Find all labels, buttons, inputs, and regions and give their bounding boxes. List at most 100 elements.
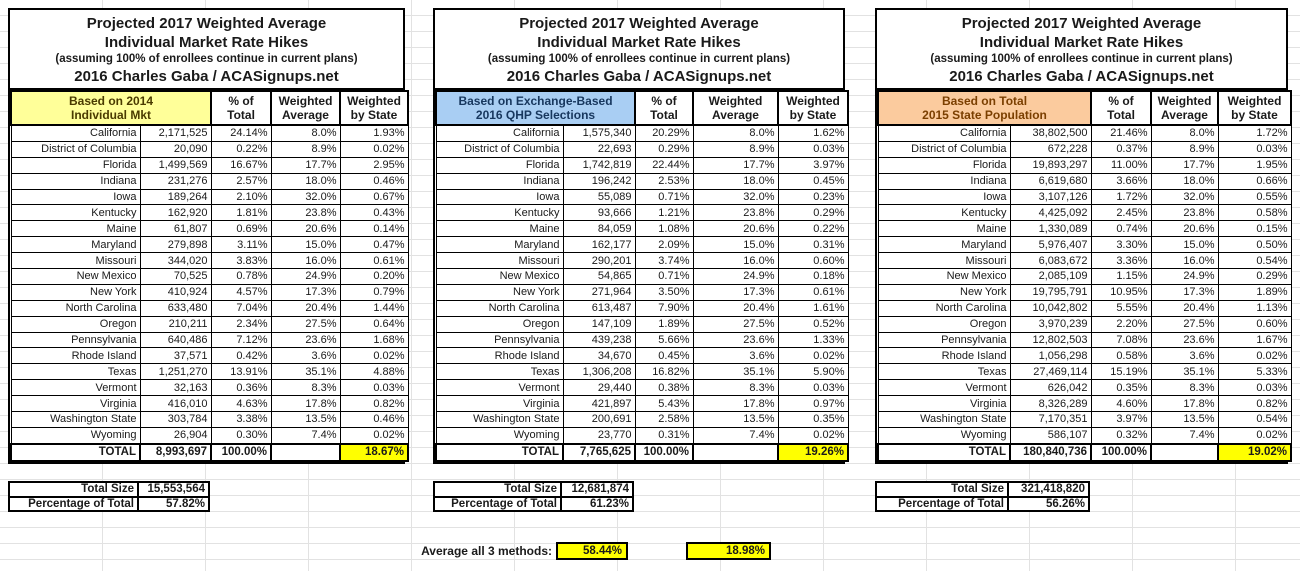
value-cell[interactable]: 23,770 bbox=[562, 426, 636, 445]
wstate-cell[interactable]: 0.29% bbox=[1217, 268, 1292, 285]
value-cell[interactable]: 19,893,297 bbox=[1009, 156, 1092, 174]
state-cell[interactable]: Indiana bbox=[877, 172, 1011, 190]
value-cell[interactable]: 20,090 bbox=[139, 140, 212, 158]
total-label-cell[interactable]: TOTAL bbox=[435, 442, 564, 462]
state-cell[interactable]: Texas bbox=[10, 363, 141, 381]
value-cell[interactable]: 22,693 bbox=[562, 140, 636, 158]
total-label-cell[interactable]: TOTAL bbox=[877, 442, 1011, 462]
pct-cell[interactable]: 3.97% bbox=[1090, 411, 1152, 428]
wavg-cell[interactable]: 13.5% bbox=[692, 411, 779, 428]
state-cell[interactable]: District of Columbia bbox=[877, 140, 1011, 158]
wavg-cell[interactable]: 8.9% bbox=[692, 140, 779, 158]
wavg-cell[interactable]: 17.3% bbox=[1150, 283, 1219, 301]
state-cell[interactable]: Washington State bbox=[435, 411, 564, 428]
value-cell[interactable]: 271,964 bbox=[562, 283, 636, 301]
state-cell[interactable]: Indiana bbox=[10, 172, 141, 190]
wstate-cell[interactable]: 0.47% bbox=[339, 236, 409, 254]
wstate-cell[interactable]: 0.58% bbox=[1217, 204, 1292, 222]
wstate-cell[interactable]: 0.02% bbox=[777, 347, 849, 365]
pct-cell[interactable]: 3.30% bbox=[1090, 236, 1152, 254]
wavg-cell[interactable]: 18.0% bbox=[692, 172, 779, 190]
pct-cell[interactable]: 0.58% bbox=[1090, 347, 1152, 365]
state-cell[interactable]: Virginia bbox=[435, 395, 564, 413]
pct-cell[interactable]: 7.04% bbox=[210, 299, 272, 317]
wavg-cell[interactable]: 7.4% bbox=[692, 426, 779, 445]
state-cell[interactable]: Rhode Island bbox=[10, 347, 141, 365]
wstate-cell[interactable]: 0.22% bbox=[777, 220, 849, 238]
pct-cell[interactable]: 13.91% bbox=[210, 363, 272, 381]
state-cell[interactable]: Texas bbox=[877, 363, 1011, 381]
pct-of-total-value[interactable]: 57.82% bbox=[137, 495, 210, 512]
wstate-cell[interactable]: 1.67% bbox=[1217, 331, 1292, 349]
wavg-cell[interactable]: 24.9% bbox=[1150, 268, 1219, 285]
wavg-cell[interactable]: 23.6% bbox=[692, 331, 779, 349]
state-cell[interactable]: Kentucky bbox=[877, 204, 1011, 222]
pct-cell[interactable]: 3.36% bbox=[1090, 252, 1152, 270]
value-cell[interactable]: 61,807 bbox=[139, 220, 212, 238]
pct-cell[interactable]: 21.46% bbox=[1090, 124, 1152, 142]
state-cell[interactable]: New York bbox=[435, 283, 564, 301]
state-cell[interactable]: New Mexico bbox=[877, 268, 1011, 285]
state-cell[interactable]: Florida bbox=[10, 156, 141, 174]
wstate-cell[interactable]: 4.88% bbox=[339, 363, 409, 381]
col-header-weighted-average[interactable]: Weighted Average bbox=[1150, 90, 1220, 126]
pct-cell[interactable]: 11.00% bbox=[1090, 156, 1152, 174]
value-cell[interactable]: 26,904 bbox=[139, 426, 212, 445]
wstate-cell[interactable]: 0.18% bbox=[777, 268, 849, 285]
value-cell[interactable]: 162,920 bbox=[139, 204, 212, 222]
value-cell[interactable]: 1,499,569 bbox=[139, 156, 212, 174]
pct-cell[interactable]: 3.66% bbox=[1090, 172, 1152, 190]
wavg-cell[interactable]: 16.0% bbox=[270, 252, 341, 270]
wstate-cell[interactable]: 0.03% bbox=[1217, 140, 1292, 158]
value-cell[interactable]: 70,525 bbox=[139, 268, 212, 285]
total-size-value[interactable]: 15,553,564 bbox=[137, 481, 210, 498]
wavg-cell[interactable]: 3.6% bbox=[270, 347, 341, 365]
wavg-cell[interactable]: 23.8% bbox=[692, 204, 779, 222]
wstate-cell[interactable]: 0.55% bbox=[1217, 188, 1292, 206]
pct-cell[interactable]: 3.11% bbox=[210, 236, 272, 254]
state-cell[interactable]: Iowa bbox=[877, 188, 1011, 206]
state-cell[interactable]: California bbox=[10, 124, 141, 142]
pct-cell[interactable]: 22.44% bbox=[634, 156, 694, 174]
value-cell[interactable]: 210,211 bbox=[139, 315, 212, 333]
pct-of-total-label[interactable]: Percentage of Total bbox=[875, 495, 1009, 512]
wavg-cell[interactable]: 35.1% bbox=[270, 363, 341, 381]
state-cell[interactable]: Missouri bbox=[877, 252, 1011, 270]
wstate-cell[interactable]: 0.23% bbox=[777, 188, 849, 206]
table-title-cell[interactable]: Projected 2017 Weighted Average Individu… bbox=[877, 10, 1286, 90]
col-header-pct-of-total[interactable]: % of Total bbox=[210, 90, 273, 126]
col-header-weighted-average[interactable]: Weighted Average bbox=[270, 90, 342, 126]
pct-cell[interactable]: 0.42% bbox=[210, 347, 272, 365]
wstate-cell[interactable]: 0.31% bbox=[777, 236, 849, 254]
wstate-cell[interactable]: 5.33% bbox=[1217, 363, 1292, 381]
pct-of-total-label[interactable]: Percentage of Total bbox=[8, 495, 139, 512]
wavg-cell[interactable]: 17.7% bbox=[692, 156, 779, 174]
value-cell[interactable]: 1,056,298 bbox=[1009, 347, 1092, 365]
average-rate-hike-cell[interactable]: 18.98% bbox=[686, 542, 771, 560]
state-cell[interactable]: Maine bbox=[877, 220, 1011, 238]
value-cell[interactable]: 147,109 bbox=[562, 315, 636, 333]
wstate-cell[interactable]: 0.61% bbox=[339, 252, 409, 270]
state-cell[interactable]: Pennsylvania bbox=[435, 331, 564, 349]
wavg-cell[interactable]: 15.0% bbox=[692, 236, 779, 254]
value-cell[interactable]: 439,238 bbox=[562, 331, 636, 349]
state-cell[interactable]: Maryland bbox=[435, 236, 564, 254]
basis-header-cell[interactable]: Based on 2014 Individual Mkt bbox=[9, 90, 213, 126]
wstate-cell[interactable]: 1.72% bbox=[1217, 124, 1292, 142]
total-wstate-cell[interactable]: 19.26% bbox=[777, 442, 849, 462]
wstate-cell[interactable]: 0.60% bbox=[1217, 315, 1292, 333]
wstate-cell[interactable]: 0.54% bbox=[1217, 252, 1292, 270]
state-cell[interactable]: Indiana bbox=[435, 172, 564, 190]
wavg-cell[interactable]: 20.4% bbox=[692, 299, 779, 317]
state-cell[interactable]: Missouri bbox=[435, 252, 564, 270]
pct-cell[interactable]: 3.74% bbox=[634, 252, 694, 270]
wstate-cell[interactable]: 0.02% bbox=[339, 347, 409, 365]
wstate-cell[interactable]: 1.44% bbox=[339, 299, 409, 317]
state-cell[interactable]: Maine bbox=[10, 220, 141, 238]
value-cell[interactable]: 1,330,089 bbox=[1009, 220, 1092, 238]
state-cell[interactable]: Florida bbox=[877, 156, 1011, 174]
state-cell[interactable]: California bbox=[435, 124, 564, 142]
pct-cell[interactable]: 1.08% bbox=[634, 220, 694, 238]
wavg-cell[interactable]: 35.1% bbox=[692, 363, 779, 381]
value-cell[interactable]: 1,742,819 bbox=[562, 156, 636, 174]
